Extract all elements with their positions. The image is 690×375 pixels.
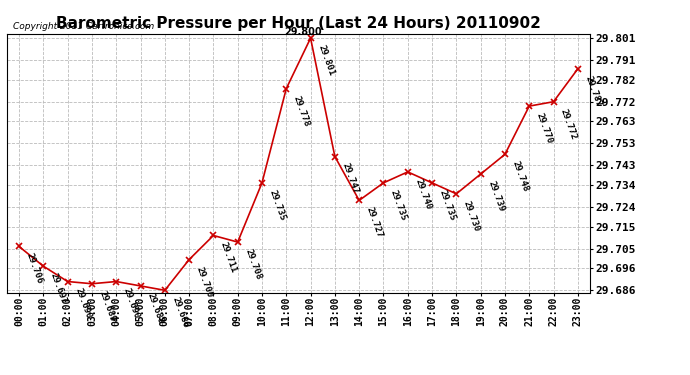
Title: Barometric Pressure per Hour (Last 24 Hours) 20110902: Barometric Pressure per Hour (Last 24 Ho… — [56, 16, 541, 31]
Text: 29.735: 29.735 — [437, 188, 457, 222]
Text: 29.708: 29.708 — [244, 248, 263, 281]
Text: 29.711: 29.711 — [219, 241, 239, 274]
Text: 29.690: 29.690 — [121, 287, 141, 321]
Text: 29.787: 29.787 — [583, 74, 603, 108]
Text: 29.772: 29.772 — [559, 107, 578, 141]
Text: 29.778: 29.778 — [292, 94, 311, 128]
Text: 29.740: 29.740 — [413, 177, 433, 211]
Text: 29.747: 29.747 — [340, 162, 360, 195]
Text: 29.700: 29.700 — [195, 265, 214, 298]
Text: 29.697: 29.697 — [49, 272, 68, 305]
Text: 29.739: 29.739 — [486, 180, 506, 213]
Text: 29.706: 29.706 — [25, 252, 44, 285]
Text: 29.800: 29.800 — [284, 27, 322, 37]
Text: 29.801: 29.801 — [316, 44, 335, 77]
Text: 29.735: 29.735 — [389, 188, 408, 222]
Text: 29.688: 29.688 — [146, 291, 166, 325]
Text: 29.690: 29.690 — [73, 287, 92, 321]
Text: 29.770: 29.770 — [535, 112, 554, 145]
Text: 29.689: 29.689 — [97, 289, 117, 322]
Text: 29.735: 29.735 — [268, 188, 287, 222]
Text: 29.727: 29.727 — [365, 206, 384, 239]
Text: 29.686: 29.686 — [170, 296, 190, 329]
Text: 29.748: 29.748 — [511, 160, 530, 193]
Text: Copyright 2011 Cartronics.com: Copyright 2011 Cartronics.com — [12, 22, 154, 31]
Text: 29.730: 29.730 — [462, 200, 482, 233]
